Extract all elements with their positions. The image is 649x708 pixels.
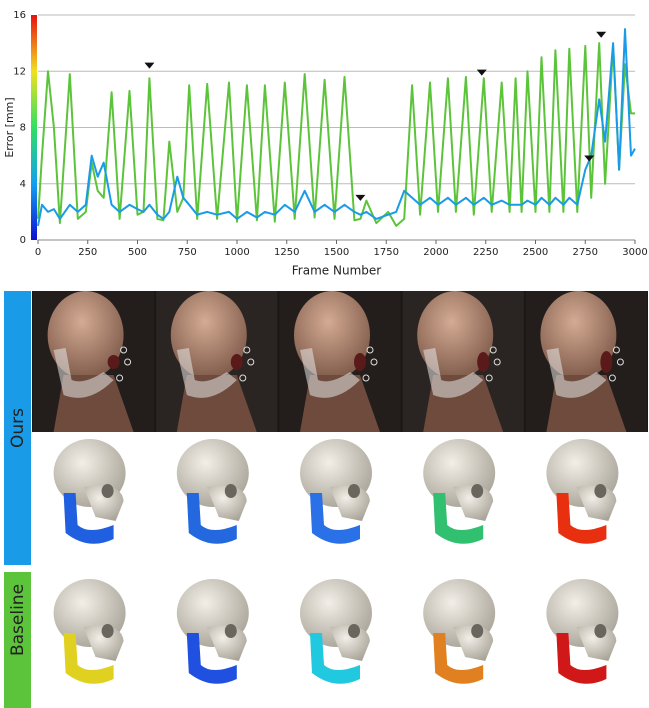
x-tick-label: 2250 bbox=[473, 247, 498, 258]
x-tick-label: 2500 bbox=[523, 247, 548, 258]
eye-socket bbox=[102, 624, 114, 638]
frame-marker bbox=[477, 70, 487, 76]
x-tick-label: 2750 bbox=[573, 247, 598, 258]
mouth bbox=[108, 355, 120, 369]
colorbar bbox=[31, 15, 37, 240]
y-tick-label: 8 bbox=[20, 123, 26, 134]
x-tick-label: 250 bbox=[78, 247, 97, 258]
series-line bbox=[38, 43, 635, 226]
y-tick-label: 12 bbox=[13, 66, 26, 77]
x-tick-label: 1000 bbox=[224, 247, 249, 258]
mouth bbox=[231, 354, 243, 370]
y-axis-label: Error [mm] bbox=[3, 97, 16, 157]
mouth bbox=[354, 353, 366, 371]
frame-marker bbox=[596, 32, 606, 38]
y-tick-label: 4 bbox=[20, 179, 26, 190]
frame-marker bbox=[355, 195, 365, 201]
x-tick-label: 1500 bbox=[324, 247, 349, 258]
x-tick-label: 1750 bbox=[374, 247, 399, 258]
figure: 0 4 8 12 16 0 250 500 750 1000 1250 1500 1750 2000 225… bbox=[0, 0, 649, 708]
mouth bbox=[477, 352, 489, 372]
x-tick-label: 0 bbox=[35, 247, 41, 258]
frame-marker bbox=[144, 63, 154, 69]
eye-socket bbox=[102, 484, 114, 498]
y-tick-label: 16 bbox=[13, 10, 26, 21]
y-tick-label: 0 bbox=[20, 235, 26, 246]
row-label: Ours bbox=[8, 408, 28, 448]
x-tick-label: 2000 bbox=[423, 247, 448, 258]
image-panels bbox=[32, 291, 648, 684]
eye-socket bbox=[225, 624, 237, 638]
chart: 0 4 8 12 16 0 250 500 750 1000 1250 1500 1750 2000 225… bbox=[3, 10, 648, 278]
eye-socket bbox=[594, 624, 606, 638]
eye-socket bbox=[594, 484, 606, 498]
eye-socket bbox=[348, 484, 360, 498]
x-tick-label: 750 bbox=[178, 247, 197, 258]
x-tick-label: 3000 bbox=[622, 247, 647, 258]
eye-socket bbox=[348, 624, 360, 638]
eye-socket bbox=[471, 484, 483, 498]
row-label: Baseline bbox=[8, 584, 28, 656]
eye-socket bbox=[225, 484, 237, 498]
x-axis-label: Frame Number bbox=[292, 264, 381, 278]
mouth bbox=[600, 351, 612, 373]
eye-socket bbox=[471, 624, 483, 638]
x-tick-label: 500 bbox=[128, 247, 147, 258]
x-tick-label: 1250 bbox=[274, 247, 299, 258]
